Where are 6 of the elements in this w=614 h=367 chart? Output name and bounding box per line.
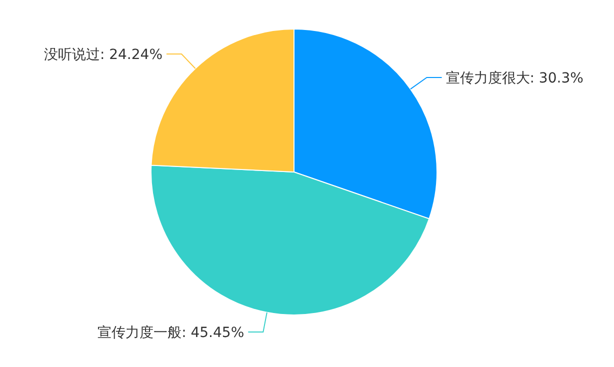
data-label: : 45.45% bbox=[182, 325, 244, 342]
slice-label: 宣传力度一般 bbox=[98, 325, 182, 342]
slice-label: 宣传力度很大 bbox=[446, 70, 530, 86]
slice-label: 没听说过 bbox=[44, 47, 100, 64]
data-label: : 30.3% bbox=[530, 70, 584, 86]
data-label: : 24.24% bbox=[100, 47, 163, 64]
